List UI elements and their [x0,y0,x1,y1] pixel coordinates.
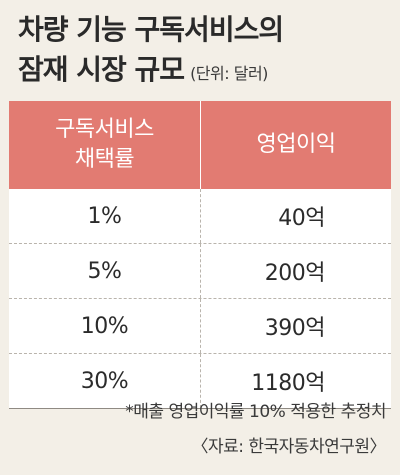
table-row: 1% 40억 [9,189,391,243]
source-credit: 〈자료: 한국자동차연구원〉 [191,437,386,457]
rate-cell: 5% [9,244,201,298]
table-header-row: 구독서비스 채택률 영업이익 [9,101,391,189]
rate-cell: 1% [9,189,201,243]
unit-label: (단위: 달러) [190,64,268,83]
page-title-line-1: 차량 기능 구독서비스의 [18,13,284,46]
table-row: 30% 1180억 [9,353,391,408]
table-bottom-rule [9,408,391,409]
page-title-line-2-text: 잠재 시장 규모 [18,53,185,86]
table-row: 5% 200억 [9,243,391,298]
data-table: 구독서비스 채택률 영업이익 1% 40억 5% 200억 10% 390억 3… [9,101,391,409]
header-adoption-rate-line-1: 구독서비스 [55,117,154,142]
profit-cell: 1180억 [251,371,325,396]
header-adoption-rate: 구독서비스 채택률 [9,101,201,189]
footnote: *매출 영업이익률 10% 적용한 추정치 [125,402,386,422]
title-block: 차량 기능 구독서비스의 잠재 시장 규모 (단위: 달러) [18,10,382,94]
header-operating-profit: 영업이익 [256,132,336,157]
profit-cell: 40억 [278,206,325,231]
page-title-line-2: 잠재 시장 규모 (단위: 달러) [18,50,382,94]
header-adoption-rate-line-2: 채택률 [74,147,135,172]
profit-cell: 390억 [264,316,326,341]
profit-cell: 200억 [264,261,326,286]
rate-cell: 10% [9,299,201,353]
table-row: 10% 390억 [9,298,391,353]
rate-cell: 30% [9,354,201,408]
